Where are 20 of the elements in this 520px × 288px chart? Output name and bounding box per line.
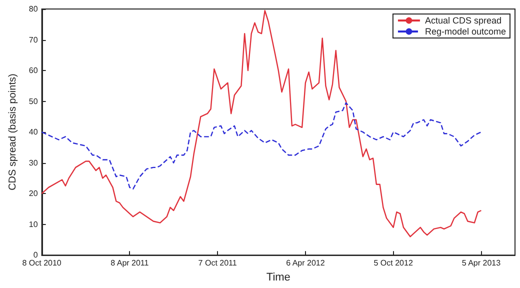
x-tick-label: 5 Oct 2012 (374, 258, 414, 268)
y-tick-label: 10 (28, 220, 38, 229)
y-tick-label: 0 (33, 250, 38, 260)
y-tick-label: 80 (28, 4, 38, 14)
legend-label: Reg-model outcome (424, 26, 506, 36)
line-series (41, 102, 482, 190)
y-tick-label: 70 (28, 35, 38, 44)
y-tick-label: 30 (28, 158, 38, 168)
y-axis-title: CDS spread (basis points) (8, 74, 18, 190)
x-tick-label: 5 Apr 2013 (462, 258, 502, 268)
y-tick-label: 50 (28, 96, 38, 106)
x-tick-label: 7 Oct 2011 (198, 258, 238, 268)
y-tick-label: 20 (28, 189, 38, 198)
y-tick-label: 60 (28, 66, 38, 76)
x-tick-label: 8 Oct 2010 (22, 258, 62, 268)
x-tick-label: 6 Apr 2012 (286, 258, 326, 268)
x-axis-title: Time (266, 272, 290, 284)
legend-label: Actual CDS spread (424, 16, 502, 26)
y-tick-label: 40 (28, 128, 38, 137)
x-tick-label: 8 Apr 2011 (110, 258, 150, 268)
